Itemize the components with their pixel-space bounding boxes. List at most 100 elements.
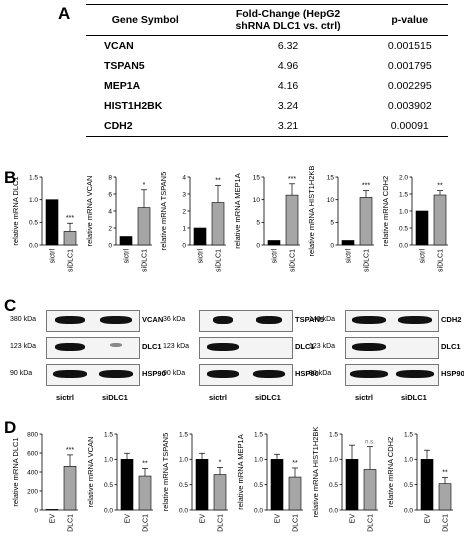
- x-tick-label: DLC1: [218, 514, 225, 532]
- gene-table-header: Gene Symbol Fold-Change (HepG2 shRNA DLC1…: [86, 4, 448, 36]
- bar-chart: relative mRNA MEP1A 0 5 10 15 sictrl *** siDLC1: [233, 173, 300, 272]
- bar-chart: relative mRNA DLC1 0.0 0.5 1.0 1.5 sictrl *** s…: [11, 174, 78, 272]
- significance-label: ***: [66, 447, 74, 454]
- p-value-cell: 0.00091: [371, 116, 448, 137]
- header-fold-change: Fold-Change (HepG2 shRNA DLC1 vs. ctrl): [204, 4, 372, 36]
- p-value-cell: 0.001795: [387, 60, 432, 72]
- bar: [138, 475, 152, 511]
- bar: [45, 199, 59, 246]
- fold-change-cell: 3.24: [277, 100, 299, 112]
- bar: [420, 459, 434, 511]
- significance-label: **: [442, 470, 448, 477]
- gene-table: Gene Symbol Fold-Change (HepG2 shRNA DLC1…: [86, 4, 448, 137]
- y-tick-label: 400: [27, 469, 38, 476]
- fold-change-cell: 4.16: [277, 80, 299, 92]
- y-tick-label: 0.0: [329, 507, 338, 514]
- x-tick-label: EV: [200, 514, 207, 524]
- y-tick-label: 0.5: [254, 482, 263, 489]
- bar: [211, 202, 225, 246]
- y-axis-label: relative mRNA HIST1H2BK: [311, 427, 320, 518]
- gene-symbol-cell: CDH2: [86, 116, 205, 137]
- bar: [359, 197, 373, 246]
- gene-table-row: VCAN 6.32 0.001515: [86, 36, 448, 57]
- bar: [45, 509, 59, 511]
- blot-band: [213, 316, 233, 324]
- y-tick-label: 1.0: [399, 208, 408, 215]
- blot-band: [207, 370, 239, 378]
- x-tick-label: DLC1: [368, 514, 375, 532]
- blot-strip: [199, 337, 293, 359]
- y-axis-label: relative mRNA VCAN: [86, 437, 95, 508]
- significance-label: ***: [66, 215, 74, 222]
- x-tick-label: DLC1: [143, 514, 150, 532]
- bar: [193, 227, 207, 246]
- y-axis-label: relative mRNA DLC1: [11, 176, 20, 245]
- x-tick-label: EV: [125, 514, 132, 524]
- y-tick-label: 1.0: [179, 457, 188, 464]
- x-tick-label: DLC1: [293, 514, 300, 532]
- y-tick-label: 3: [182, 191, 186, 198]
- bar-chart: relative mRNA DLC1 0 200 400 600 800 EV *** DLC1: [11, 431, 78, 532]
- y-tick-label: 200: [27, 488, 38, 495]
- x-tick-label: siDLC1: [68, 249, 75, 272]
- blot-kda-label: 90 kDa: [309, 370, 332, 377]
- significance-label: *: [219, 459, 222, 466]
- gene-symbol-cell: VCAN: [104, 40, 134, 52]
- significance-label: ***: [288, 176, 296, 183]
- gene-symbol-cell: TSPAN5: [104, 60, 145, 72]
- y-tick-label: 0: [256, 242, 260, 249]
- y-axis-label: relative mRNA MEP1A: [236, 434, 245, 509]
- significance-label: ***: [362, 183, 370, 190]
- y-tick-label: 5: [256, 220, 260, 227]
- blot-lane-label: sictrl: [355, 393, 373, 402]
- blot-kda-label: 123 kDa: [309, 343, 336, 350]
- blot-strip: [46, 310, 140, 332]
- blot-lane-label: siDLC1: [255, 393, 281, 402]
- blot-band: [207, 343, 239, 351]
- y-tick-label: 0.0: [254, 507, 263, 514]
- blot-lane-label: siDLC1: [102, 393, 128, 402]
- blot-protein-label: TSPAN5: [295, 315, 325, 324]
- y-tick-label: 0.0: [179, 507, 188, 514]
- blot-lane-label: sictrl: [56, 393, 74, 402]
- blot-kda-label: 123 kDa: [10, 343, 37, 350]
- x-tick-label: sictrl: [272, 249, 279, 264]
- bar: [195, 459, 209, 511]
- y-tick-label: 0: [34, 507, 38, 514]
- y-axis-label: relative mRNA VCAN: [85, 176, 94, 247]
- gene-symbol-cell: HIST1H2BK: [104, 100, 163, 112]
- x-tick-label: DLC1: [68, 514, 75, 532]
- y-tick-label: 1.0: [329, 457, 338, 464]
- y-axis-label: relative mRNA MEP1A: [233, 173, 242, 248]
- bar: [433, 194, 447, 246]
- blot-lane-label: sictrl: [209, 393, 227, 402]
- panel-letter-d: D: [4, 418, 17, 437]
- x-tick-label: siDLC1: [290, 249, 297, 272]
- panel-letter-c: C: [4, 296, 17, 315]
- significance-label: **: [292, 460, 298, 467]
- blot-band: [53, 370, 87, 378]
- blot-kda-label: 123 kDa: [163, 343, 190, 350]
- y-tick-label: 1.0: [104, 457, 113, 464]
- blot-protein-label: VCAN: [142, 315, 164, 324]
- significance-label: **: [437, 183, 443, 190]
- y-tick-label: 10: [327, 197, 335, 204]
- blot-kda-label: 36 kDa: [163, 316, 186, 323]
- x-tick-label: sictrl: [346, 249, 353, 264]
- y-axis-label: relative mRNA TSPAN5: [161, 433, 170, 512]
- y-tick-label: 0.0: [404, 507, 413, 514]
- p-value-cell: 0.003902: [387, 100, 432, 112]
- bar-chart: relative mRNA HIST1H2BK 0.0 0.5 1.0 1.5 EV n.s…: [311, 427, 378, 532]
- blot-strip: [199, 364, 293, 386]
- panel-b-charts: relative mRNA DLC10.00.51.01.5sictrl***s…: [11, 166, 448, 272]
- gene-table-row: MEP1A 4.16 0.002295: [86, 76, 448, 96]
- x-tick-label: DLC1: [443, 514, 450, 532]
- bar-chart: relative mRNA CDH2 0.0 0.5 1.0 1.5 EV ** DLC1: [386, 431, 453, 532]
- y-tick-label: 800: [27, 431, 38, 438]
- blot-strip: [46, 337, 140, 359]
- y-tick-label: 0: [182, 242, 186, 249]
- y-tick-label: 5: [330, 220, 334, 227]
- blot-protein-label: HSP90: [142, 369, 166, 378]
- x-tick-label: EV: [275, 514, 282, 524]
- y-axis-label: relative mRNA CDH2: [381, 176, 390, 246]
